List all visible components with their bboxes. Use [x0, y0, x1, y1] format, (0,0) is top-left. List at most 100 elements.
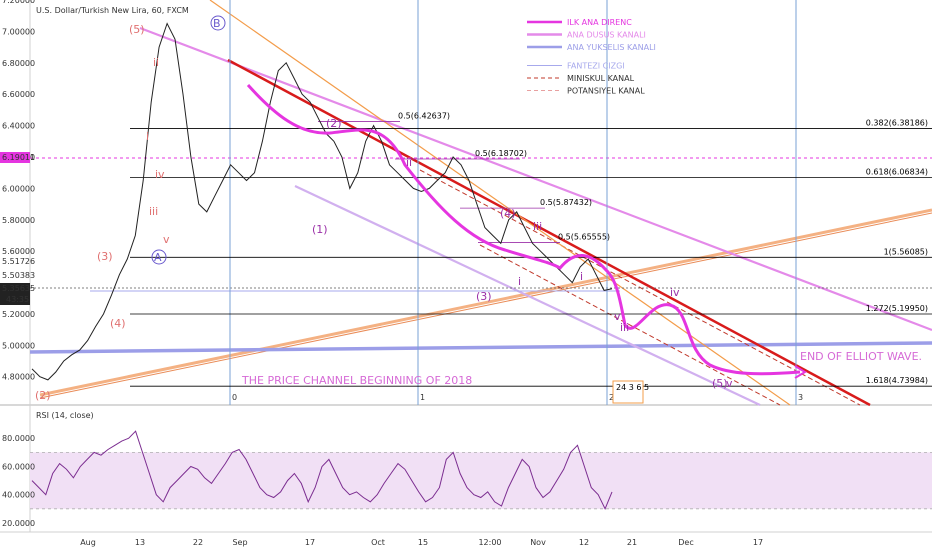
rsi-pane[interactable]: 80.0000 60.0000 40.0000 20.0000	[2, 430, 932, 528]
x-axis-ticks: Aug 13 22 Sep 17 Oct 15 12:00 Nov 12 21 Dec 17	[80, 538, 763, 547]
legend-label: POTANSIYEL KANAL	[567, 87, 645, 96]
fib-level-label: 1.618(4.73984)	[866, 376, 928, 385]
x-tick-label: 12:00	[478, 538, 501, 547]
fib-level-label: 0.618(6.06834)	[866, 168, 928, 177]
orange-downtrend[interactable]	[209, 0, 791, 406]
orange-uptrend-thin[interactable]	[39, 212, 932, 399]
fib-levels[interactable]: 0.382(6.38186) 0.618(6.06834) 1(5.56085) 1.…	[130, 111, 932, 387]
wave-label-2-sub: (2)	[326, 117, 342, 130]
wave-circle-b	[210, 15, 226, 31]
wave-label-ii: ii	[153, 56, 159, 69]
y-tick-label: 6.80000	[2, 59, 35, 68]
y-tick-label: 6.60000	[2, 90, 35, 99]
projected-wave-path[interactable]	[246, 83, 801, 376]
legend-label: ILK ANA DIRENC	[567, 18, 632, 27]
price-badge-current-a-text: 6.19011	[2, 153, 35, 162]
rsi-label: RSI (14, close)	[36, 411, 94, 420]
x-tick-label: Dec	[678, 538, 693, 547]
countdown-text: 43:35	[6, 295, 29, 304]
wave-label-iii: iii	[149, 205, 158, 218]
wave-circle-a	[151, 249, 167, 265]
price-series[interactable]	[31, 22, 613, 381]
ana-yukselis-kanali-line[interactable]	[29, 341, 932, 354]
rsi-tick-label: 40.0000	[2, 491, 35, 500]
wave-label-i: i	[146, 130, 149, 143]
fib-level-label: 1.272(5.19950)	[866, 304, 928, 313]
ilk-ana-direnc-red[interactable]	[227, 58, 871, 407]
legend: ILK ANA DIRENC ANA DUSUS KANALI ANA YUKSEL…	[527, 18, 656, 96]
x-tick-label: 17	[305, 538, 315, 547]
x-tick-label: Aug	[80, 538, 96, 547]
symbol-title: U.S. Dollar/Turkish New Lira, 60, FXCM	[36, 6, 189, 15]
wave-label-b: B	[213, 17, 221, 30]
wave-label-iv: iv	[155, 168, 165, 181]
wave-label-4-sub: (4)	[500, 207, 516, 220]
y-tick-label: 5.20000	[2, 310, 35, 319]
wave-label-5-main: (5)	[129, 23, 145, 36]
fib-mid-label: 0.5(6.42637)	[398, 111, 450, 120]
wave-label-2-main: (2)	[35, 389, 51, 402]
wave-label-iii-circle: iii	[533, 220, 542, 233]
rsi-line	[31, 430, 613, 511]
ana-dusus-kanali-upper[interactable]	[139, 26, 932, 332]
rsi-tick-label: 20.0000	[2, 519, 35, 528]
wave-label-3-sub: (3)	[476, 290, 492, 303]
wave-label-1-sub: (1)	[312, 223, 328, 236]
wave-label-iv-circle: iv	[670, 286, 680, 299]
mini-box-text: 24 3 6 5	[616, 383, 649, 392]
orange-uptrend-thick[interactable]	[39, 208, 932, 397]
rsi-tick-label: 60.0000	[2, 462, 35, 471]
miniskul-kanal-upper[interactable]	[419, 169, 861, 406]
x-tick-label: 17	[753, 538, 763, 547]
cycle-label-0: 0	[232, 393, 237, 402]
wave-label-v-circle: v	[726, 377, 733, 390]
wave-label-iii-small: iii	[620, 321, 629, 334]
fib-mid-label: 0.5(6.18702)	[475, 149, 527, 158]
price-badge-current-text: 5.35635	[2, 284, 35, 293]
x-tick-label: Nov	[530, 538, 546, 547]
x-tick-label: 12	[579, 538, 589, 547]
x-tick-label: Sep	[232, 538, 247, 547]
wave-label-5-sub: (5)	[712, 377, 728, 390]
y-tick-label: 4.80000	[2, 373, 35, 382]
cycle-label-2: 2	[609, 393, 614, 402]
x-tick-label: 13	[135, 538, 145, 547]
cycle-label-1: 1	[420, 393, 425, 402]
price-pane[interactable]	[30, 0, 932, 405]
wave-label-i-circle: i	[518, 275, 521, 288]
end-annotation: END OF ELLIOT WAVE.	[800, 350, 922, 363]
price-badge-current	[0, 283, 30, 294]
wave-label-a: A	[154, 251, 162, 264]
price-badge-b2-text: 5.50383	[2, 271, 35, 280]
miniskul-kanal-lower[interactable]	[479, 244, 781, 406]
wave-label-v: v	[163, 233, 170, 246]
x-tick-label: 15	[418, 538, 428, 547]
rsi-tick-label: 80.0000	[2, 434, 35, 443]
legend-label: MINISKUL KANAL	[567, 74, 635, 83]
projection-arrow-icon	[794, 365, 807, 379]
y-tick-label: 7.20000	[2, 0, 35, 5]
y-tick-label: 6.00000	[2, 184, 35, 193]
wave-label-4-main: (4)	[110, 317, 126, 330]
fib-mid-label: 0.5(5.65555)	[558, 232, 610, 241]
y-tick-label: 5.80000	[2, 216, 35, 225]
fib-level-label: 1(5.56085)	[884, 247, 928, 256]
legend-label: ANA DUSUS KANALI	[567, 31, 646, 40]
wave-label-v-small: v	[614, 310, 621, 323]
price-line	[31, 22, 613, 381]
wave-labels: (5) B ii i iv iii v (3) A (4) (2) (1) (2…	[35, 15, 733, 402]
y-tick-label: 5.00000	[2, 341, 35, 350]
ana-dusus-kanali-lower[interactable]	[294, 185, 761, 406]
rsi-band	[30, 452, 932, 509]
mini-box[interactable]	[612, 380, 644, 404]
wave-label-i-small: i	[580, 270, 583, 283]
y-tick-label: 6.40000	[2, 122, 35, 131]
countdown-badge	[0, 294, 30, 305]
fib-mid-label: 0.5(5.87432)	[540, 198, 592, 207]
cycle-label-3: 3	[798, 393, 803, 402]
x-tick-label: Oct	[371, 538, 385, 547]
channel-annotation: THE PRICE CHANNEL BEGINNING OF 2018	[241, 374, 472, 387]
wave-label-3-main: (3)	[97, 250, 113, 263]
